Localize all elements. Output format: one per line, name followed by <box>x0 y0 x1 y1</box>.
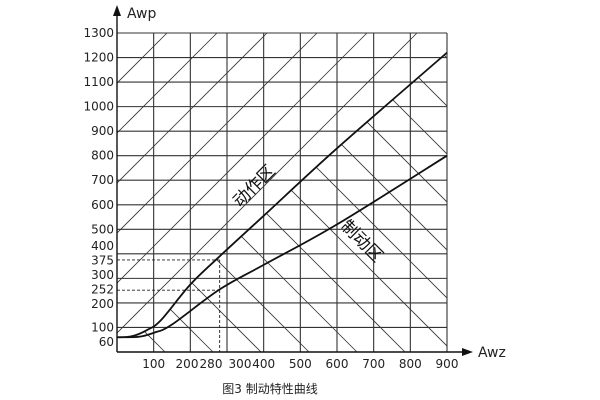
figure-caption: 图3 制动特性曲线 <box>222 381 317 396</box>
y-axis-arrow-icon <box>113 5 121 16</box>
curves <box>116 51 448 339</box>
y-tick-label: 60 <box>99 335 114 349</box>
x-tick-label: 400 <box>252 357 275 371</box>
axes <box>113 5 473 356</box>
x-tick-label: 900 <box>436 357 459 371</box>
x-tick-label: 280 <box>200 357 223 371</box>
reference-lines <box>117 259 221 352</box>
hatch-line <box>448 33 600 352</box>
hatch-line <box>247 33 447 338</box>
y-tick-label: 100 <box>91 320 114 334</box>
hatch-line <box>181 52 447 352</box>
x-tick-label: 100 <box>142 357 165 371</box>
x-axis-arrow-icon <box>462 348 473 356</box>
y-tick-label: 400 <box>91 239 114 253</box>
x-tick-label: 500 <box>289 357 312 371</box>
y-tick-label: 700 <box>91 173 114 187</box>
hatch-line <box>117 33 268 338</box>
x-tick-label: 600 <box>326 357 349 371</box>
y-tick-label: 1100 <box>83 75 114 89</box>
hatch-line <box>470 33 600 352</box>
hatch-line <box>518 33 600 352</box>
y-tick-label: 600 <box>91 198 114 212</box>
brake-zone-label: 制动区 <box>336 216 386 266</box>
y-tick-label: 800 <box>91 149 114 163</box>
y-tick-label: 1000 <box>83 100 114 114</box>
hatch-line <box>325 52 447 352</box>
hatch-line <box>498 33 600 352</box>
hatch-line <box>297 33 447 338</box>
hatch-line <box>117 33 318 338</box>
hatch-line <box>548 33 600 352</box>
tick-labels: 100 200 280 300 400 500 600 700 800 9006010020025… <box>83 26 458 371</box>
x-tick-label: 700 <box>362 357 385 371</box>
hatch-line <box>566 33 600 352</box>
y-axis-label: Awp <box>127 6 156 22</box>
brake-curve <box>116 154 448 339</box>
hatch-line <box>397 33 447 338</box>
y-tick-label: 200 <box>91 297 114 311</box>
y-tick-label: 252 <box>91 283 114 297</box>
action-zone-label: 动作区 <box>229 161 279 211</box>
hatch-line <box>347 33 447 338</box>
y-tick-label: 900 <box>91 124 114 138</box>
grid <box>117 32 448 352</box>
x-tick-label: 300 <box>229 357 252 371</box>
y-tick-label: 500 <box>91 222 114 236</box>
hatch-line <box>133 52 447 352</box>
hatch-line <box>117 52 310 352</box>
hatch-line <box>277 52 447 352</box>
hatch-line <box>147 33 447 338</box>
y-tick-label: 300 <box>91 268 114 282</box>
hatch-line <box>117 52 262 352</box>
hatch-line <box>117 33 418 338</box>
hatch-line <box>421 52 447 352</box>
y-tick-label: 375 <box>91 254 114 268</box>
hatch-line <box>117 33 368 338</box>
y-tick-label: 1300 <box>83 26 114 40</box>
x-tick-label: 800 <box>399 357 422 371</box>
y-tick-label: 1200 <box>83 51 114 65</box>
action-curve <box>116 51 448 339</box>
x-tick-label: 200 <box>176 357 199 371</box>
hatch-line <box>117 33 218 338</box>
hatch-line <box>373 52 447 352</box>
x-axis-label: Awz <box>478 345 506 361</box>
